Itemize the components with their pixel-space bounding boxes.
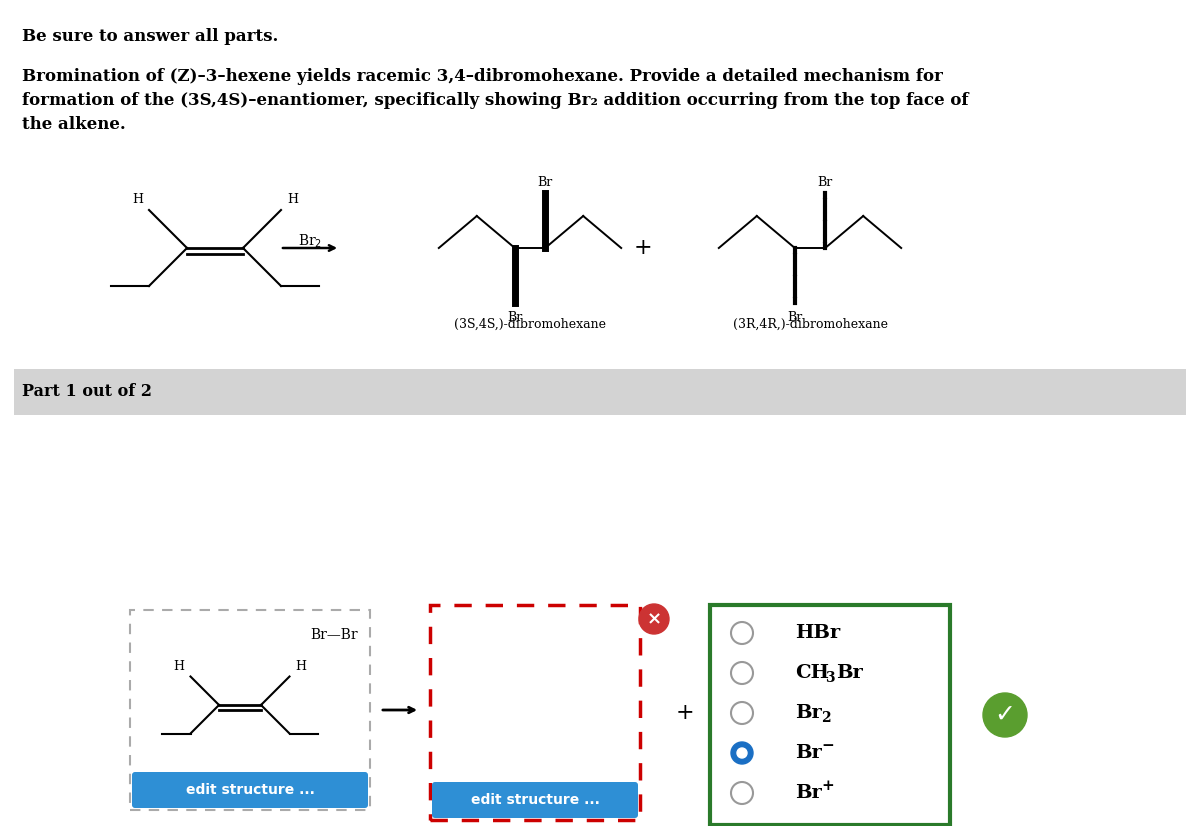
Text: Br: Br — [796, 744, 822, 762]
Text: Bromination of (Z)–3–hexene yields racemic 3,4–dibromohexane. Provide a detailed: Bromination of (Z)–3–hexene yields racem… — [22, 68, 943, 85]
Text: +: + — [821, 779, 834, 793]
FancyBboxPatch shape — [132, 772, 368, 808]
Circle shape — [640, 604, 670, 634]
Text: 2: 2 — [821, 711, 830, 725]
Text: Be sure to answer all parts.: Be sure to answer all parts. — [22, 28, 278, 45]
Text: edit structure ...: edit structure ... — [186, 783, 314, 797]
FancyBboxPatch shape — [710, 605, 950, 825]
Text: Br: Br — [508, 311, 522, 324]
Text: Br: Br — [836, 664, 863, 682]
Text: Br—Br: Br—Br — [311, 628, 358, 642]
Text: formation of the (3S,4S)–enantiomer, specifically showing Br₂ addition occurring: formation of the (3S,4S)–enantiomer, spe… — [22, 92, 968, 109]
Text: H: H — [287, 193, 298, 206]
Text: Br: Br — [796, 704, 822, 722]
Text: Br: Br — [796, 784, 822, 802]
Text: H: H — [132, 193, 143, 206]
Text: Part 1 out of 2: Part 1 out of 2 — [22, 383, 152, 401]
Text: Br: Br — [787, 311, 803, 324]
Text: −: − — [821, 739, 834, 753]
Circle shape — [983, 693, 1027, 737]
Text: ×: × — [647, 610, 661, 628]
Circle shape — [731, 742, 754, 764]
Text: HBr: HBr — [796, 624, 840, 642]
Text: (3R,4R,)-dibromohexane: (3R,4R,)-dibromohexane — [732, 318, 888, 331]
Text: H: H — [295, 659, 306, 672]
Text: the alkene.: the alkene. — [22, 116, 126, 133]
Text: H: H — [174, 659, 185, 672]
FancyBboxPatch shape — [432, 782, 638, 818]
Text: +: + — [676, 702, 695, 724]
Text: ✓: ✓ — [995, 703, 1015, 727]
Circle shape — [737, 748, 746, 758]
Text: Br: Br — [817, 176, 833, 189]
Text: Br: Br — [538, 176, 553, 189]
Text: 3: 3 — [826, 671, 835, 685]
Bar — [14, 369, 1186, 415]
Text: edit structure ...: edit structure ... — [470, 793, 600, 807]
FancyBboxPatch shape — [430, 605, 640, 820]
Text: CH: CH — [796, 664, 829, 682]
Text: (3S,4S,)-dibromohexane: (3S,4S,)-dibromohexane — [454, 318, 606, 331]
Text: Br$_2$: Br$_2$ — [298, 233, 322, 250]
FancyBboxPatch shape — [130, 610, 370, 810]
Text: +: + — [634, 237, 653, 259]
